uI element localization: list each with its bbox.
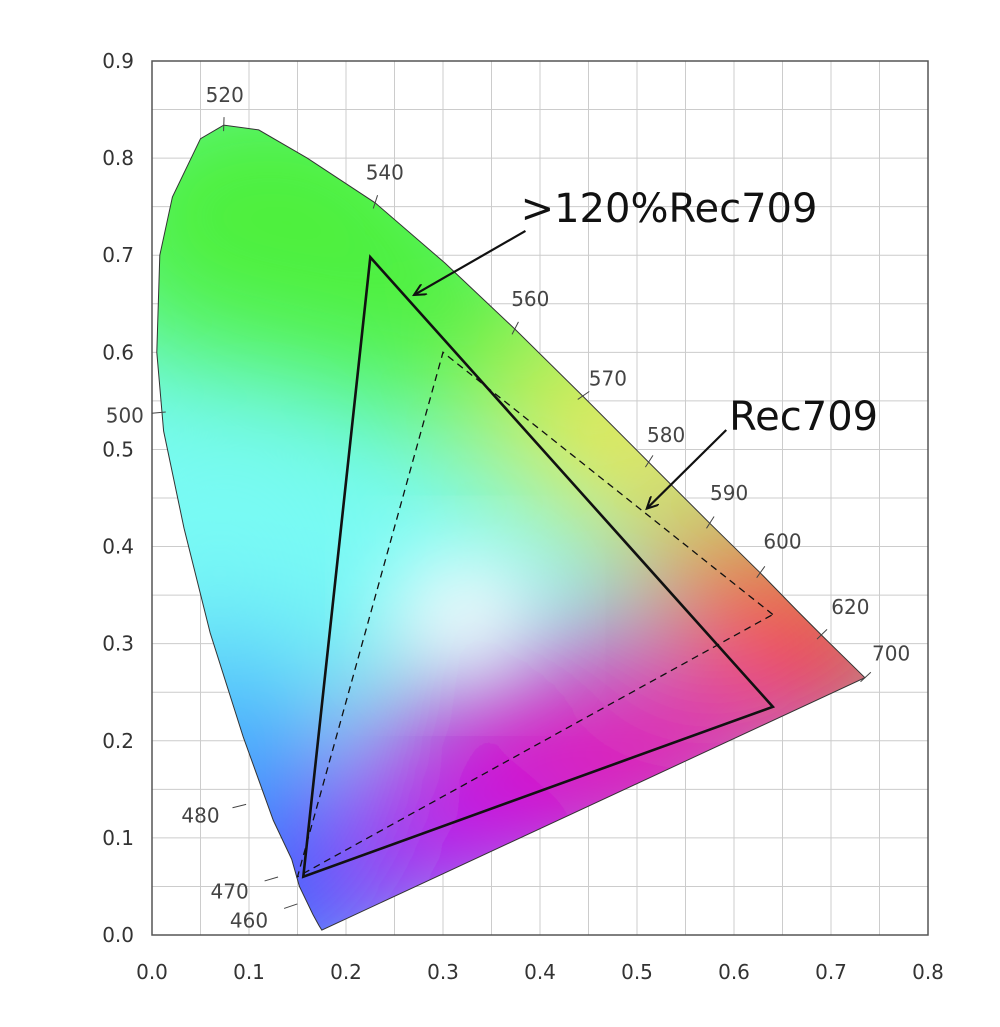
x-tick-label: 0.5 [621,960,653,984]
gamut-triangles [296,254,776,879]
wavelength-label: 620 [831,595,869,619]
callout-arrow [647,429,728,509]
wavelength-tick [283,903,298,909]
callouts: >120%Rec709 Rec709 [414,186,878,508]
white-point-glow [395,555,536,676]
wavelength-label: 470 [211,879,249,903]
plot-frame [151,60,929,936]
wavelength-tick [511,321,519,335]
x-tick-label: 0.4 [524,960,556,984]
y-tick-label: 0.6 [102,340,134,364]
wavelength-label: 480 [181,804,219,828]
y-tick-label: 0.9 [102,49,134,73]
y-tick-label: 0.0 [102,923,134,947]
x-tick-label: 0.7 [815,960,847,984]
x-axis-ticks: 0.0 0.1 0.2 0.3 0.4 0.5 0.6 0.7 0.8 [136,960,944,984]
wavelength-tick [151,411,166,414]
wavelength-tick [706,516,715,529]
spectral-locus [156,124,866,931]
wavelength-tick [756,565,766,578]
rec709-triangle [296,351,774,879]
wavelength-label: 570 [589,367,627,391]
wavelength-label: 460 [230,908,268,932]
y-axis-ticks: 0.0 0.1 0.2 0.3 0.4 0.5 0.6 0.7 0.8 0.9 [102,49,134,947]
wavelength-label: 600 [763,530,801,554]
spectral-locus-outline [156,124,866,931]
white-point [395,555,536,676]
y-tick-label: 0.1 [102,826,134,850]
wavelength-label: 560 [511,287,549,311]
y-tick-label: 0.7 [102,243,134,267]
wavelength-label: 500 [106,403,144,427]
callout-label: Rec709 [729,394,878,440]
wavelength-tick [816,629,828,640]
wavelength-label: 540 [366,161,404,185]
y-tick-label: 0.4 [102,535,134,559]
plot-border [151,60,929,936]
wavelength-label: 590 [710,481,748,505]
wavelength-tick [372,195,379,209]
rec709-120-triangle [301,254,776,879]
y-tick-label: 0.8 [102,146,134,170]
wavelength-label: 700 [872,641,910,665]
x-tick-label: 0.0 [136,960,168,984]
x-tick-label: 0.1 [233,960,265,984]
wavelength-tick [577,391,590,400]
wavelength-label: 520 [206,83,244,107]
y-tick-label: 0.5 [102,437,134,461]
x-tick-label: 0.6 [718,960,750,984]
callout-arrow [414,229,526,295]
x-tick-label: 0.3 [427,960,459,984]
y-tick-label: 0.3 [102,632,134,656]
cyan-region [156,475,320,656]
wavelength-tick [232,803,247,809]
wavelength-tick [644,455,654,468]
wavelength-tick [264,876,279,882]
wavelength-label: 580 [647,423,685,447]
y-tick-label: 0.2 [102,729,134,753]
callout-label: >120%Rec709 [521,186,818,232]
red-region [730,593,865,734]
x-tick-label: 0.2 [330,960,362,984]
wavelength-tick [860,671,872,683]
x-tick-label: 0.8 [912,960,944,984]
